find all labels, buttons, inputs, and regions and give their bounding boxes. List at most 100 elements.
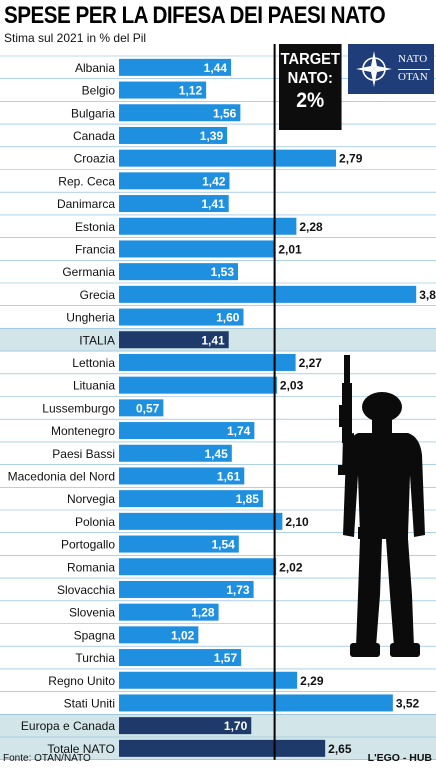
bar	[119, 172, 230, 190]
value-label: 1,44	[204, 61, 228, 75]
bar	[119, 81, 207, 99]
value-label: 1,53	[211, 265, 235, 279]
value-label: 1,61	[217, 469, 241, 483]
nato-logo: NATO OTAN	[348, 44, 434, 94]
bar	[119, 694, 393, 712]
chart-subtitle: Stima sul 2021 in % del Pil	[4, 31, 147, 45]
bar	[119, 490, 263, 508]
value-label: 2,27	[299, 356, 323, 370]
category-label: Germania	[62, 265, 115, 279]
category-label: Turchia	[75, 651, 115, 665]
nato-logo-divider	[398, 69, 430, 70]
target-line-2: NATO:	[287, 70, 333, 87]
category-label: Polonia	[75, 515, 115, 529]
bar	[119, 399, 164, 417]
value-label: 1,73	[226, 583, 250, 597]
category-label: Europa e Canada	[21, 719, 115, 733]
target-line-1: TARGET	[280, 51, 340, 68]
category-label: Estonia	[75, 220, 115, 234]
value-label: 1,57	[214, 651, 238, 665]
category-label: Rep. Ceca	[58, 174, 115, 188]
bar	[119, 649, 242, 667]
bar	[119, 580, 254, 598]
target-nato-box: TARGET NATO: 2%	[279, 44, 342, 130]
value-label: 1,12	[179, 84, 203, 98]
category-label: Croazia	[74, 152, 116, 166]
category-label: Ungheria	[66, 311, 115, 325]
value-label: 3,52	[396, 696, 420, 710]
bar	[119, 444, 232, 462]
category-label: Lituania	[73, 379, 115, 393]
value-label: 1,74	[227, 424, 251, 438]
category-label: Albania	[75, 61, 115, 75]
nato-compass-icon	[356, 51, 392, 87]
category-label: Macedonia del Nord	[8, 469, 115, 483]
value-label: 1,39	[200, 129, 224, 143]
category-label: Paesi Bassi	[52, 447, 115, 461]
bar	[119, 285, 417, 303]
category-label: Danimarca	[57, 197, 115, 211]
value-label: 1,54	[211, 538, 235, 552]
category-label: Lussemburgo	[42, 401, 115, 415]
bar	[119, 217, 297, 235]
bar	[119, 331, 229, 349]
category-label: ITALIA	[79, 333, 115, 347]
bar	[119, 126, 228, 144]
bar	[119, 467, 245, 485]
bar	[119, 376, 277, 394]
category-label: Totale NATO	[47, 742, 115, 756]
value-label: 1,28	[191, 606, 215, 620]
value-label: 1,42	[202, 174, 226, 188]
category-label: Montenegro	[51, 424, 115, 438]
value-label: 1,85	[236, 492, 260, 506]
value-label: 2,03	[280, 379, 304, 393]
category-label: Spagna	[74, 628, 116, 642]
category-label: Slovacchia	[57, 583, 115, 597]
value-label: 1,41	[201, 197, 225, 211]
nato-logo-text: NATO	[398, 53, 428, 65]
value-label: 1,70	[224, 719, 248, 733]
value-label: 1,56	[213, 106, 237, 120]
bar	[119, 512, 283, 530]
value-label: 2,29	[300, 674, 324, 688]
bar	[119, 195, 229, 213]
value-label: 2,65	[328, 742, 352, 756]
bar	[119, 58, 232, 76]
category-label: Lettonia	[72, 356, 115, 370]
value-label: 1,41	[201, 333, 225, 347]
value-label: 1,45	[204, 447, 228, 461]
category-label: Canada	[73, 129, 115, 143]
bar	[119, 739, 326, 757]
value-label: 1,60	[216, 311, 240, 325]
value-label: 1,02	[171, 628, 195, 642]
value-label: 2,10	[285, 515, 309, 529]
chart-title: SPESE PER LA DIFESA DEI PAESI NATO	[4, 2, 386, 29]
category-label: Portogallo	[61, 538, 115, 552]
bar	[119, 263, 239, 281]
bar	[119, 422, 255, 440]
category-label: Romania	[67, 560, 115, 574]
category-label: Grecia	[80, 288, 116, 302]
value-label: 2,02	[279, 560, 303, 574]
category-label: Belgio	[82, 84, 116, 98]
category-label: Slovenia	[69, 606, 115, 620]
bar	[119, 308, 244, 326]
category-label: Francia	[75, 242, 115, 256]
bar	[119, 149, 337, 167]
value-label: 0,57	[136, 401, 160, 415]
category-label: Bulgaria	[71, 106, 115, 120]
category-label: Stati Uniti	[64, 696, 115, 710]
bar	[119, 104, 241, 122]
soldier-silhouette-icon	[338, 355, 425, 657]
bar	[119, 353, 296, 371]
category-label: Regno Unito	[48, 674, 115, 688]
source-note: Fonte: OTAN/NATO	[3, 753, 91, 764]
value-label: 2,79	[339, 152, 363, 166]
category-label: Norvegia	[67, 492, 115, 506]
bar	[119, 558, 277, 576]
value-label: 3,82	[419, 288, 436, 302]
bar	[119, 603, 219, 621]
credit-note: L'EGO - HUB	[367, 752, 432, 764]
value-label: 2,28	[299, 220, 323, 234]
